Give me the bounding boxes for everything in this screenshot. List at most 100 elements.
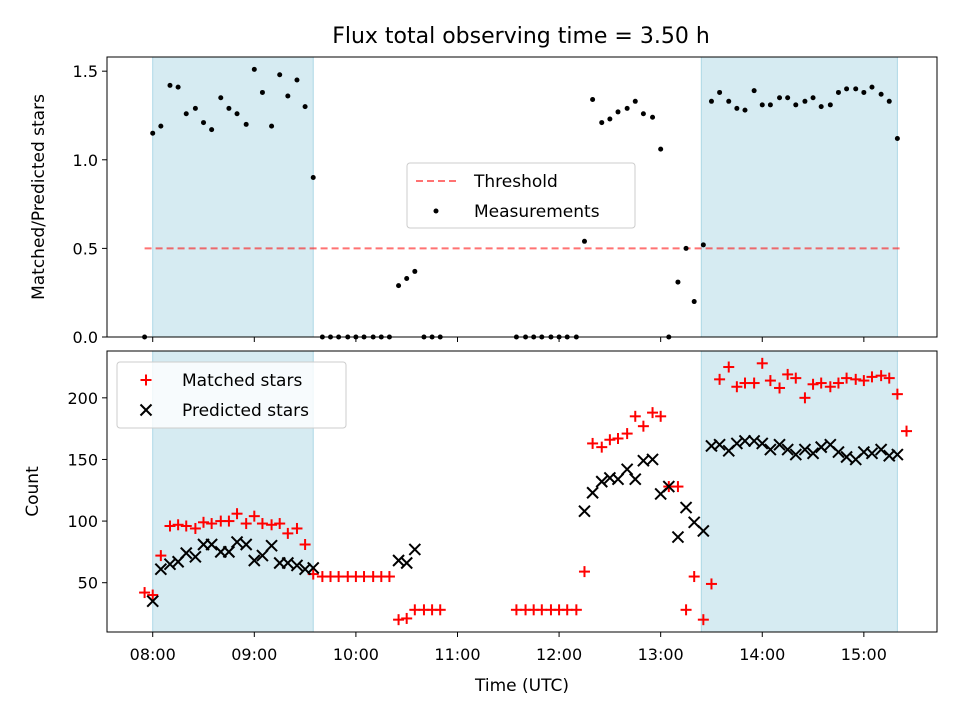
- predicted-star-stroke: [747, 434, 761, 448]
- matched-star-point: [578, 566, 590, 578]
- predicted-star-point: [189, 550, 202, 564]
- predicted-star-stroke: [687, 516, 701, 529]
- predicted-star-stroke: [798, 443, 812, 456]
- matched-star-point: [866, 371, 878, 383]
- matched-star-point: [850, 373, 862, 385]
- x-tick-label: 11:00: [434, 645, 480, 664]
- predicted-star-stroke: [764, 443, 777, 456]
- predicted-star-stroke: [646, 453, 659, 466]
- predicted-star-stroke: [865, 447, 879, 460]
- matched-star-point: [189, 522, 201, 534]
- measurement-point: [607, 116, 613, 122]
- bottom-legend: Matched stars Predicted stars: [116, 361, 347, 429]
- matched-star-point: [799, 392, 811, 404]
- matched-star-point: [401, 612, 413, 624]
- predicted-star-stroke: [248, 554, 261, 567]
- matched-star-point: [383, 571, 395, 583]
- predicted-star-stroke: [824, 438, 837, 451]
- predicted-star-stroke: [705, 439, 718, 453]
- matched-star-point: [604, 434, 616, 446]
- matched-star-point: [841, 372, 853, 384]
- matched-star-point: [291, 522, 303, 534]
- predicted-star-point: [764, 443, 777, 456]
- matched-star-point: [621, 428, 633, 440]
- y-tick-label: 150: [67, 450, 98, 469]
- y-tick-label: 0.5: [73, 239, 98, 258]
- x-tick-label: 13:00: [638, 645, 684, 664]
- measurement-point: [658, 146, 664, 152]
- predicted-star-stroke: [679, 501, 693, 514]
- matched-star-point: [274, 518, 286, 530]
- matched-star-point: [570, 604, 582, 616]
- measurement-point: [844, 86, 850, 92]
- predicted-star-stroke: [180, 546, 193, 560]
- predicted-star-point: [578, 505, 591, 518]
- matched-star-point: [705, 578, 717, 590]
- matched-star-point: [164, 520, 176, 532]
- matched-star-point: [266, 519, 278, 531]
- measurement-point: [818, 104, 824, 110]
- matched-star-point: [637, 420, 649, 432]
- y-tick-label: 100: [67, 512, 98, 531]
- matched-star-point: [256, 518, 268, 530]
- predicted-star-stroke: [392, 554, 405, 567]
- predicted-star-stroke: [163, 558, 177, 571]
- predicted-star-stroke: [595, 475, 608, 488]
- legend-predicted-swatch: [139, 403, 153, 417]
- predicted-star-stroke: [611, 472, 625, 486]
- measurement-point: [201, 120, 207, 126]
- legend-threshold-label: Threshold: [473, 172, 558, 192]
- measurement-point: [396, 283, 402, 289]
- matched-star-point: [901, 425, 913, 437]
- measurement-point: [700, 242, 706, 248]
- predicted-star-stroke: [239, 538, 253, 551]
- x-tick-label: 15:00: [841, 645, 887, 664]
- predicted-star-point: [290, 559, 304, 572]
- predicted-star-stroke: [154, 562, 168, 576]
- matched-star-point: [672, 481, 684, 493]
- predicted-star-point: [230, 535, 244, 549]
- predicted-star-stroke: [891, 448, 904, 461]
- predicted-star-stroke: [662, 480, 676, 493]
- bottom-y-axis-label: Count: [23, 466, 43, 517]
- measurement-point: [759, 102, 765, 108]
- ratio-panel: 0.0 0.5 1.0 1.5 Matched/Predicted stars Thr…: [29, 56, 938, 347]
- x-tick-label: 09:00: [231, 645, 277, 664]
- legend-matched-label: Matched stars: [182, 371, 302, 391]
- matched-star-point: [756, 357, 768, 369]
- measurement-point: [734, 105, 740, 111]
- shaded-interval: [152, 57, 314, 337]
- predicted-stars-points: [146, 434, 904, 608]
- top-legend: Threshold Measurements: [406, 162, 636, 229]
- matched-star-point: [299, 538, 311, 550]
- predicted-star-stroke: [586, 486, 599, 499]
- matched-star-point: [612, 433, 624, 445]
- matched-star-point: [697, 614, 709, 626]
- predicted-star-stroke: [205, 538, 218, 551]
- matched-star-point: [223, 515, 235, 527]
- measurement-point: [599, 120, 605, 126]
- measurement-point: [183, 111, 189, 117]
- predicted-star-stroke: [874, 443, 888, 456]
- measurement-point: [777, 95, 783, 101]
- legend-x-stroke: [139, 403, 153, 417]
- predicted-star-stroke: [883, 449, 896, 462]
- measurement-point: [640, 111, 646, 117]
- predicted-star-point: [671, 530, 685, 544]
- predicted-star-stroke: [738, 434, 752, 448]
- matched-star-point: [248, 510, 260, 522]
- top-y-axis: 0.0 0.5 1.0 1.5: [73, 62, 107, 347]
- predicted-star-point: [400, 556, 413, 570]
- measurement-point: [827, 102, 833, 108]
- predicted-star-point: [646, 453, 659, 466]
- predicted-star-stroke: [290, 559, 304, 572]
- matched-star-point: [596, 441, 608, 453]
- measurement-point: [243, 121, 249, 127]
- predicted-star-point: [798, 443, 812, 456]
- matched-star-point: [748, 377, 760, 389]
- matched-star-point: [790, 372, 802, 384]
- top-x-ticks: [152, 337, 865, 342]
- predicted-star-stroke: [789, 448, 802, 461]
- measurement-point: [158, 123, 164, 129]
